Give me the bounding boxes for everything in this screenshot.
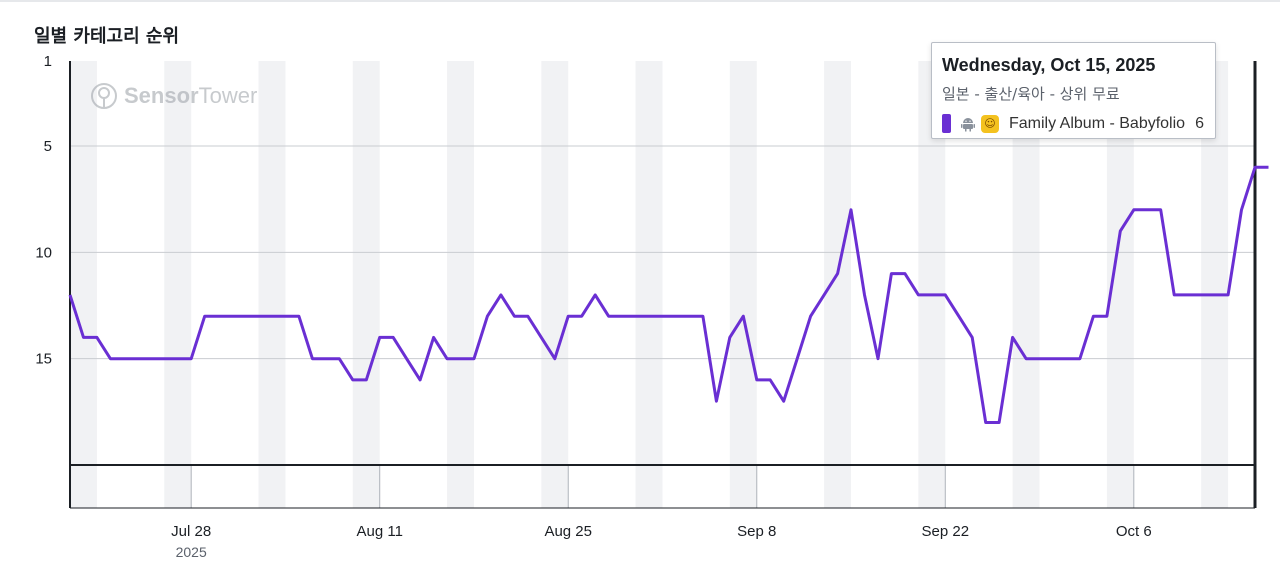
sensor-tower-watermark: SensorTower [90,82,257,110]
x-tick-label: Aug 25 [544,523,592,540]
weekend-band [635,61,663,508]
tooltip-value: 6 [1195,114,1204,132]
y-tick-label: 1 [44,53,52,70]
weekend-band [258,61,286,508]
sensor-tower-logo-icon [91,83,117,109]
x-tick-label: Oct 6 [1116,523,1152,540]
tooltip-subtitle: 일본 - 출산/육아 - 상위 무료 [942,85,1120,103]
x-tick-sublabel: 2025 [176,544,207,560]
tooltip-date: Wednesday, Oct 15, 2025 [942,55,1156,75]
x-tick-label: Jul 28 [171,523,211,540]
weekend-band [164,61,192,508]
weekend-band [541,61,569,508]
weekend-band [824,61,852,508]
series-color-swatch [942,114,951,133]
weekend-band [352,61,380,508]
chart-title: 일별 카테고리 순위 [34,26,180,47]
tooltip-series-row: ☺ Family Album - Babyfolio 6 [942,114,1205,133]
weekend-band [70,61,97,508]
babyfolio-app-icon: ☺ [981,114,999,133]
weekend-band [729,61,757,508]
y-tick-label: 10 [35,244,52,261]
tooltip-app-name: Family Album - Babyfolio [1009,114,1186,132]
weekend-band [447,61,474,508]
y-tick-label: 5 [44,138,52,155]
x-tick-label: Sep 8 [737,523,776,540]
x-tick-label: Aug 11 [356,523,402,540]
android-icon [961,117,975,131]
top-divider [0,0,1280,2]
watermark-text: SensorTower [124,83,258,108]
hover-tooltip: Wednesday, Oct 15, 2025 일본 - 출산/육아 - 상위 … [931,42,1216,139]
x-tick-label: Sep 22 [922,523,970,540]
y-tick-label: 15 [35,351,52,368]
series-line-babyfolio[interactable] [68,165,1269,424]
